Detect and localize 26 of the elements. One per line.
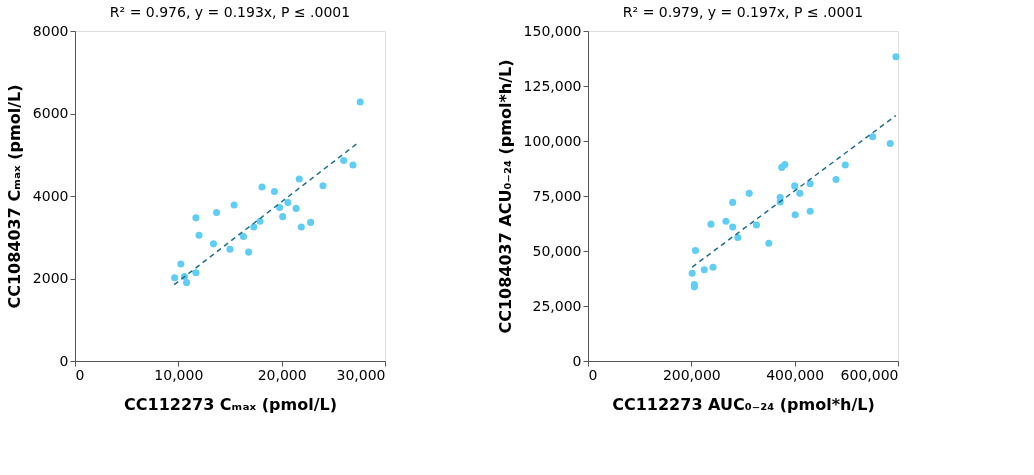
x-tick-label: 400,000 bbox=[766, 366, 825, 383]
y-axis-title: CC1084037 ACU₀₋₂₄ (pmol*h/L) bbox=[495, 59, 515, 334]
y-tick-label: 6000 bbox=[32, 105, 69, 121]
y-tick-label: 25,000 bbox=[532, 297, 582, 314]
y-tick-label: 50,000 bbox=[532, 242, 582, 259]
y-tick-label: 150,000 bbox=[523, 22, 582, 39]
x-tick-label: 600,000 bbox=[840, 366, 899, 383]
y-tick-label: 75,000 bbox=[532, 187, 582, 204]
y-axis-title: CC1084037 Cₘₐₓ (pmol/L) bbox=[4, 84, 24, 309]
x-axis-title: CC112273 AUC₀₋₂₄ (pmol*h/L) bbox=[612, 394, 875, 414]
y-tick-label: 100,000 bbox=[523, 132, 582, 149]
y-tick-label: 125,000 bbox=[523, 77, 582, 94]
x-tick-label: 10,000 bbox=[154, 366, 204, 383]
x-tick-label: 0 bbox=[75, 366, 85, 383]
y-tick-label: 8000 bbox=[32, 22, 69, 39]
x-tick-label: 0 bbox=[588, 366, 598, 383]
x-tick-label: 20,000 bbox=[257, 366, 307, 383]
chart-title: R² = 0.976, y = 0.193x, P ≤ .0001 bbox=[109, 4, 351, 20]
y-tick-label: 0 bbox=[59, 352, 69, 369]
x-axis-title: CC112273 Cₘₐₓ (pmol/L) bbox=[124, 394, 337, 414]
x-tick-label: 30,000 bbox=[336, 366, 386, 383]
y-tick-label: 4000 bbox=[32, 187, 69, 204]
y-tick-label: 0 bbox=[572, 352, 582, 369]
chart-title: R² = 0.979, y = 0.197x, P ≤ .0001 bbox=[622, 4, 864, 20]
x-tick-label: 200,000 bbox=[662, 366, 721, 383]
y-tick-label: 2000 bbox=[32, 270, 69, 286]
